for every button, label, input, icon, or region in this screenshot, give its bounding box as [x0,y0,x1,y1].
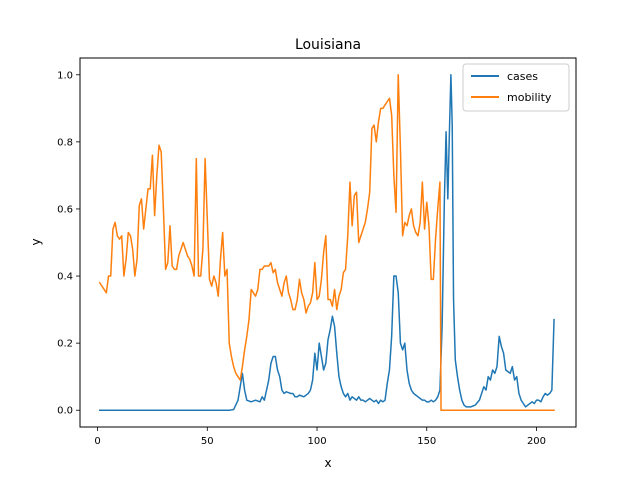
x-axis: 0 50 100 150 200 [94,427,546,447]
x-axis-label: x [324,456,331,470]
legend: cases mobility [462,63,570,112]
y-tick-label: 0.2 [57,339,73,350]
series-line-mobility [98,74,555,411]
plot-area [79,57,577,428]
y-axis-label: y [29,238,43,245]
y-tick-label: 0.0 [57,406,73,417]
legend-label-mobility: mobility [507,91,552,104]
series-line-cases [99,74,555,411]
x-tick-label: 50 [201,436,214,447]
x-tick-label: 200 [527,436,546,447]
x-tick-label: 150 [417,436,436,447]
x-tick-label: 0 [94,436,100,447]
y-tick-label: 0.4 [57,272,73,283]
y-tick-label: 1.0 [57,70,73,81]
plot-frame [79,57,577,428]
x-tick-label: 100 [307,436,326,447]
y-tick-label: 0.6 [57,204,73,215]
chart-title: Louisiana [295,37,361,53]
series-layer [98,74,555,411]
y-axis: 0.0 0.2 0.4 0.6 0.8 1.0 [57,70,80,417]
legend-label-cases: cases [507,70,538,83]
y-tick-label: 0.8 [57,137,73,148]
